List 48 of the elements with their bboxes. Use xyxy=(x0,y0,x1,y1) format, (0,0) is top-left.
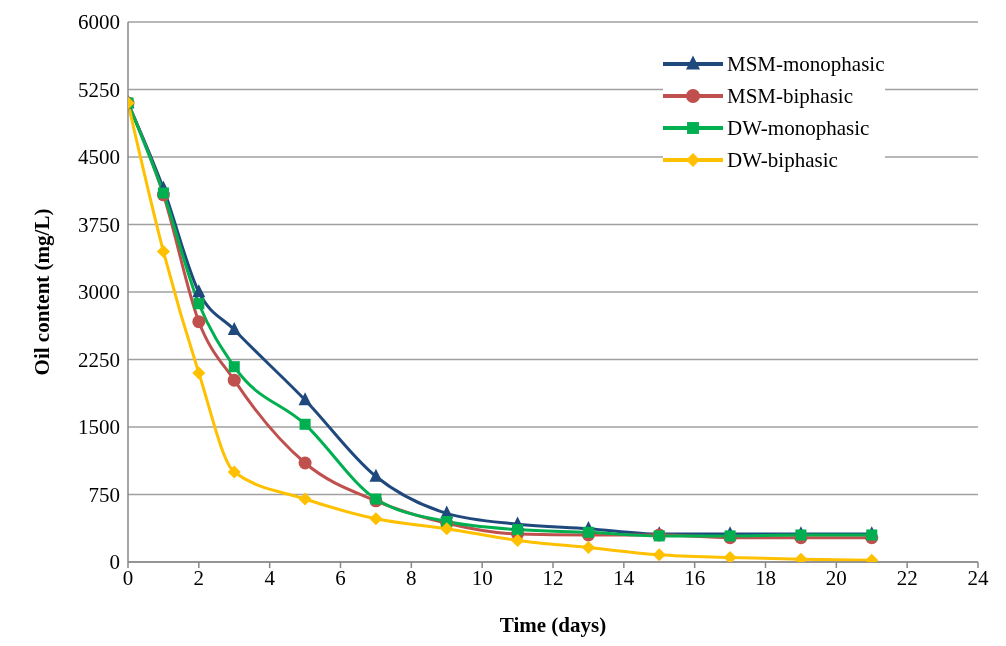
point xyxy=(723,551,737,562)
x-axis-title: Time (days) xyxy=(499,613,607,637)
y-tick-label: 3000 xyxy=(78,280,120,305)
legend-label: DW-biphasic xyxy=(727,147,838,173)
point xyxy=(227,373,241,387)
point xyxy=(227,322,241,335)
point xyxy=(582,526,594,538)
x-tick-label: 10 xyxy=(471,565,493,590)
y-tick-label: 5250 xyxy=(78,77,120,102)
x-tick-label: 2 xyxy=(193,565,205,590)
point xyxy=(581,541,595,555)
point xyxy=(192,284,206,298)
x-tick-label: 6 xyxy=(335,565,346,590)
point xyxy=(228,361,240,373)
point xyxy=(369,512,383,526)
x-tick-label: 20 xyxy=(825,565,847,590)
point xyxy=(512,524,524,536)
x-tick-label: 4 xyxy=(264,565,276,590)
y-tick-label: 6000 xyxy=(78,10,120,35)
x-tick-label: 14 xyxy=(613,565,635,590)
point xyxy=(192,315,206,329)
point xyxy=(298,392,312,406)
y-tick-label: 2250 xyxy=(78,347,120,372)
legend-label: MSM-biphasic xyxy=(727,83,853,109)
y-tick-label: 3750 xyxy=(78,212,120,237)
point xyxy=(192,366,206,380)
point xyxy=(298,492,312,506)
point xyxy=(156,245,170,258)
point xyxy=(299,418,311,430)
legend-label: MSM-monophasic xyxy=(727,51,885,77)
legend-label: DW-monophasic xyxy=(727,115,870,141)
point xyxy=(298,456,312,470)
y-tick-label: 750 xyxy=(88,482,120,507)
point xyxy=(652,548,666,562)
x-tick-label: 24 xyxy=(967,565,989,590)
point xyxy=(511,533,525,547)
point xyxy=(369,468,383,482)
point xyxy=(227,465,241,479)
y-tick-label: 1500 xyxy=(78,415,120,440)
x-tick-label: 22 xyxy=(896,565,918,590)
y-tick-label: 4500 xyxy=(78,145,120,170)
point xyxy=(193,298,205,310)
x-tick-label: 8 xyxy=(406,565,417,590)
x-tick-label: 18 xyxy=(755,565,776,590)
x-tick-label: 16 xyxy=(684,565,706,590)
y-axis-title: Oil content (mg/L) xyxy=(30,208,55,376)
point xyxy=(440,522,454,536)
x-tick-label: 12 xyxy=(542,565,564,590)
